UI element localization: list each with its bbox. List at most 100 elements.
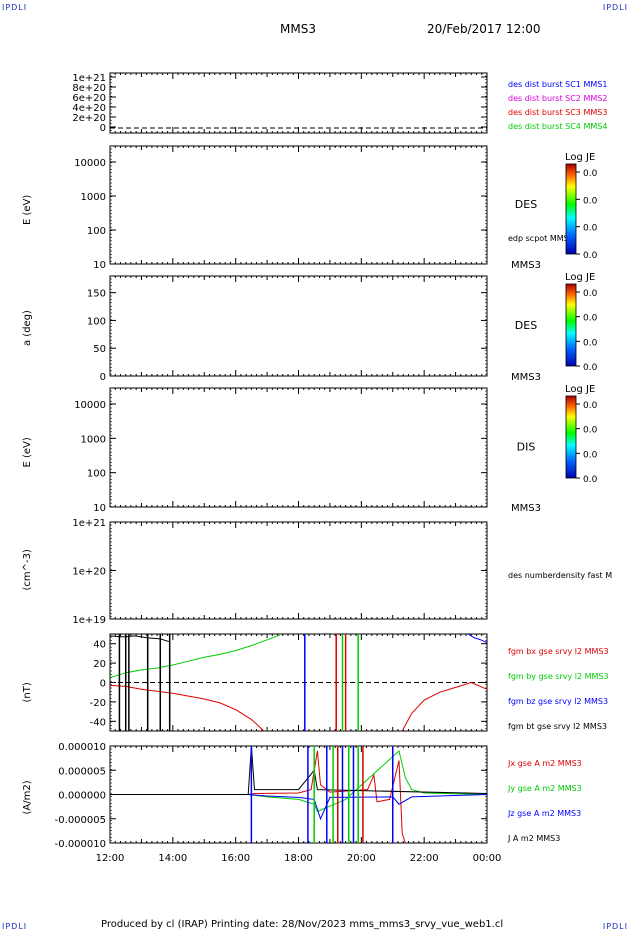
colorbar-tick-label: 0.0 [583,289,598,299]
y-tick-label: 50 [93,344,106,355]
colorbar-tick-label: 0.0 [583,338,598,348]
date-title: 20/Feb/2017 12:00 [427,22,541,36]
y-tick-label: 8e+20 [72,83,106,94]
y-tick-label: 10000 [74,158,106,169]
y-tick-label: -0.000005 [55,815,106,826]
overlay-label: edp scpot MMS3 [508,234,574,243]
side-label: DES [515,319,537,332]
colorbar-title: Log JE [565,152,595,163]
x-tick-label: 14:00 [158,853,187,864]
colorbar-swatch [565,283,577,367]
legend-label: des numberdensity fast M [508,571,612,580]
series-line [109,635,170,643]
y-axis-label: (cm^-3) [22,549,33,590]
y-tick-label: 10 [93,260,106,271]
y-tick-label: 0.000000 [58,791,106,802]
panel-frame-des-dist-burst [109,72,488,134]
y-tick-label: -40 [90,717,106,728]
series-line [467,633,488,644]
legend-label: des dist burst SC1 MMS1 [508,80,607,89]
y-tick-label: 1e+20 [72,567,106,578]
x-tick-label: 12:00 [96,853,125,864]
bottom-label: MMS3 [511,372,541,383]
y-tick-label: 1000 [81,434,106,445]
y-tick-label: 4e+20 [72,103,106,114]
colorbar-tick-label: 0.0 [583,196,598,206]
x-tick-label: 16:00 [221,853,250,864]
x-tick-label: 22:00 [410,853,439,864]
y-tick-label: -20 [90,698,106,709]
panel-frame-des-density [109,521,488,620]
y-tick-label: 100 [87,469,106,480]
series-line [110,745,488,795]
legend-label: des dist burst SC4 MMS4 [508,122,607,131]
colorbar-tick-label: 0.0 [583,224,598,234]
series-line [110,750,406,844]
colorbar-title: Log JE [565,384,595,395]
y-tick-label: 10000 [74,400,106,411]
legend-label: Jy gse A m2 MMS3 [507,784,582,793]
corner-label-bottom-right: IPDLI [602,922,628,931]
series-line [109,634,280,679]
series-line [401,681,488,732]
panel-frame-des-energy [109,145,488,265]
y-axis-label: a (deg) [22,310,33,346]
colorbar-tick-label: 0.0 [583,401,598,411]
bottom-label: MMS3 [511,260,541,271]
series-line [109,684,265,732]
legend-label: Jz gse A m2 MMS3 [507,809,581,818]
panel-frame-des-pitch [109,275,488,377]
y-tick-label: -0.000010 [55,839,106,850]
colorbar-tick-label: 0.0 [583,363,598,373]
series-line [110,794,488,821]
y-tick-label: 1e+21 [72,73,106,84]
legend-label: fgm bt gse srvy l2 MMS3 [508,722,607,731]
y-tick-label: 150 [87,289,106,300]
y-tick-label: 1000 [81,192,106,203]
y-tick-label: 0.000010 [58,742,106,753]
legend-label: J A m2 MMS3 [507,834,560,843]
x-tick-label: 20:00 [347,853,376,864]
y-tick-label: 100 [87,316,106,327]
y-tick-label: 10 [93,503,106,514]
y-tick-label: 2e+20 [72,113,106,124]
y-axis-label: E (eV) [22,195,33,225]
y-tick-label: 1e+21 [72,518,106,529]
y-tick-label: 6e+20 [72,93,106,104]
y-tick-label: 100 [87,226,106,237]
y-tick-label: 0 [100,123,106,134]
y-tick-label: 0 [100,372,106,383]
colorbar-tick-label: 0.0 [583,251,598,261]
y-tick-label: 20 [93,659,106,670]
corner-label-top-left: IPDLI [2,3,28,12]
y-tick-label: 0 [100,679,106,690]
colorbar-tick-label: 0.0 [583,426,598,436]
legend-label: fgm bz gse srvy l2 MMS3 [508,697,608,706]
y-tick-label: 40 [93,640,106,651]
legend-label: fgm by gse srvy l2 MMS3 [508,672,609,681]
y-tick-label: 0.000005 [58,766,106,777]
colorbar-tick-label: 0.0 [583,450,598,460]
footer-text: Produced by cl (IRAP) Printing date: 28/… [101,919,504,930]
legend-label: Jx gse A m2 MMS3 [507,759,582,768]
colorbar-swatch [565,163,577,255]
colorbar-title: Log JE [565,272,595,283]
side-label: DES [515,198,537,211]
x-tick-label: 00:00 [473,853,502,864]
legend-label: fgm bx gse srvy l2 MMS3 [508,647,609,656]
colorbar-swatch [565,395,577,479]
y-axis-label: E (eV) [22,437,33,467]
y-tick-label: 1e+19 [72,615,106,626]
bottom-label: MMS3 [511,503,541,514]
legend-label: des dist burst SC3 MMS3 [508,108,607,117]
colorbar-tick-label: 0.0 [583,169,598,179]
side-label: DIS [517,441,536,454]
panel-frame-dis-energy [109,387,488,508]
corner-label-top-right: IPDLI [602,3,628,12]
colorbar-tick-label: 0.0 [583,314,598,324]
colorbar-tick-label: 0.0 [583,475,598,485]
x-tick-label: 18:00 [284,853,313,864]
y-axis-label: (nT) [22,682,33,702]
series-line [110,749,488,813]
